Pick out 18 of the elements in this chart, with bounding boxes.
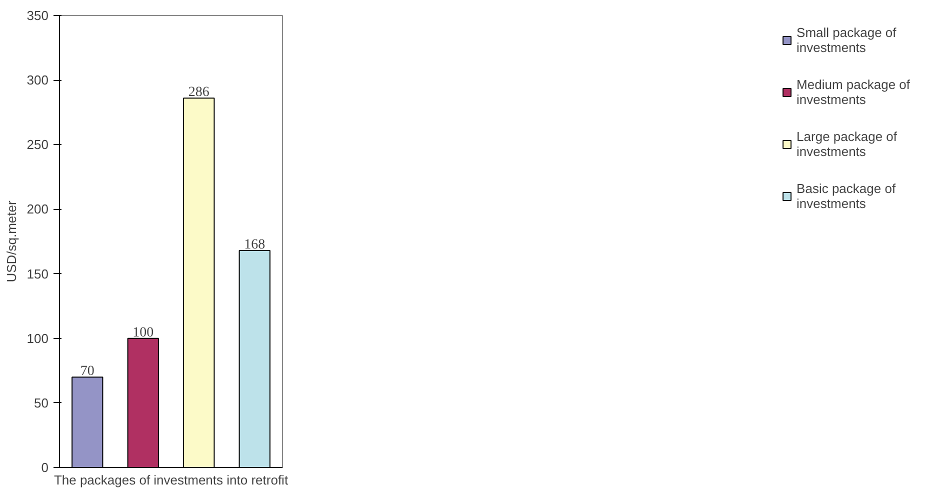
- y-tick-label: 250: [26, 137, 49, 152]
- y-tick-label: 300: [26, 72, 49, 88]
- legend-label: Large package of investments: [796, 129, 898, 159]
- data-label: 286: [188, 85, 210, 100]
- data-label: 70: [80, 364, 94, 380]
- legend-label: Basic package of investments: [796, 181, 896, 211]
- y-tick-label: 50: [34, 395, 49, 410]
- y-tick-label: 0: [41, 460, 49, 475]
- legend-label: Small package of investments: [796, 25, 896, 55]
- y-tick-label: 100: [26, 330, 49, 346]
- y-axis-title: USD/sq.meter: [4, 200, 19, 282]
- legend-label: Medium package of investments: [796, 77, 910, 107]
- y-tick-label: 350: [26, 8, 49, 23]
- x-axis-title: The packages of investments into retrofit: [54, 472, 288, 488]
- y-tick-label: 200: [26, 202, 49, 217]
- data-label: 100: [132, 325, 154, 340]
- y-tick-label: 150: [26, 266, 49, 282]
- data-label: 168: [244, 238, 266, 253]
